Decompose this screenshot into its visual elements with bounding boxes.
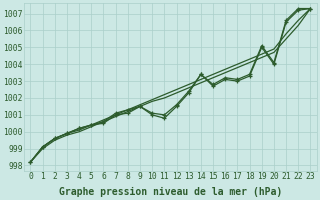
X-axis label: Graphe pression niveau de la mer (hPa): Graphe pression niveau de la mer (hPa) bbox=[59, 186, 282, 197]
